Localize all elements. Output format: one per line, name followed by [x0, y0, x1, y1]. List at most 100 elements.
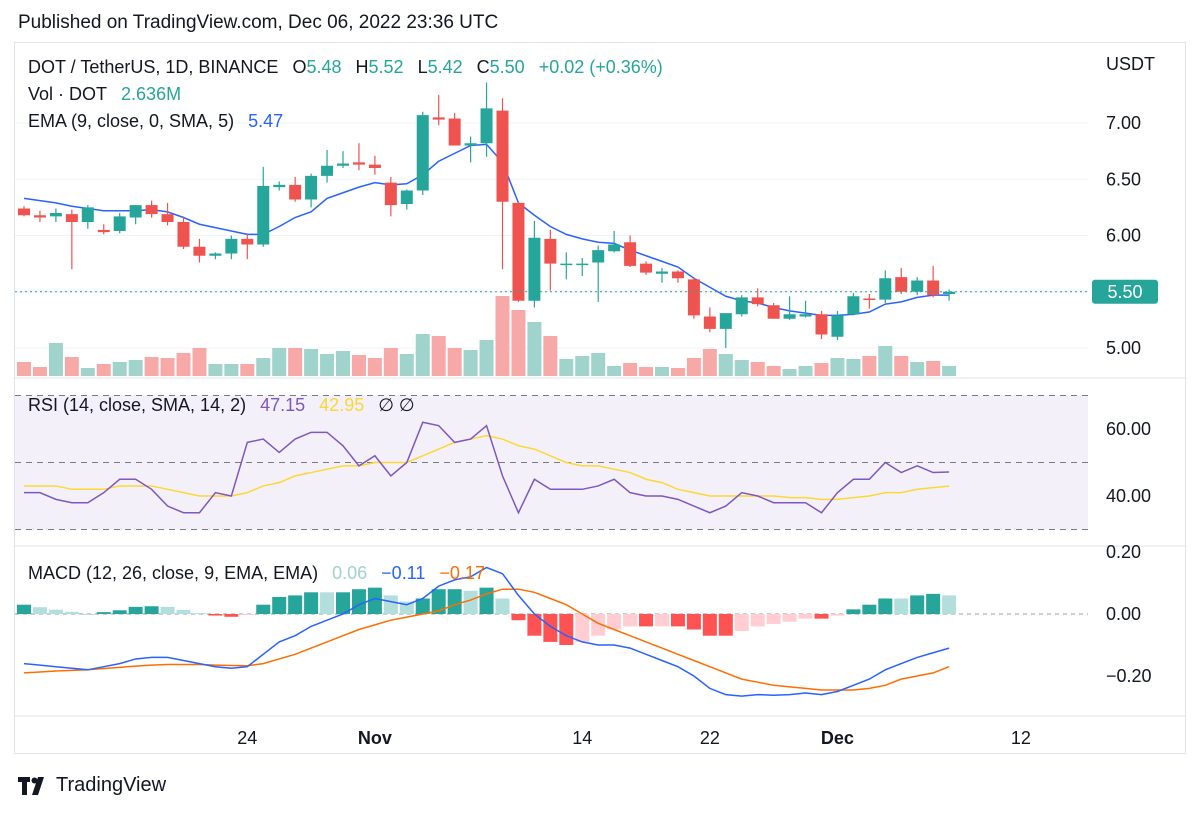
candle-body — [624, 242, 637, 266]
candle-body — [496, 110, 509, 202]
macd-histogram-bar — [591, 614, 606, 636]
macd-histogram-bar — [782, 614, 797, 622]
macd-line — [23, 566, 950, 697]
candle-body — [687, 279, 700, 316]
candle-body — [831, 315, 844, 337]
volume-bar — [511, 310, 526, 376]
volume-value: 2.636M — [121, 84, 182, 104]
macd-histogram-bar — [559, 614, 574, 645]
macd-histogram-bar — [256, 604, 271, 614]
macd-axis-tick: 0.00 — [1106, 604, 1141, 624]
volume-bar — [240, 364, 255, 376]
candle-body — [464, 143, 477, 146]
volume-bar — [447, 348, 462, 376]
macd-histogram-bar — [830, 614, 845, 616]
candle-body — [305, 175, 318, 200]
macd-histogram-bar — [734, 614, 749, 632]
macd-histogram-bar — [80, 614, 95, 615]
macd-histogram-bar — [639, 614, 654, 627]
macd-hist-value: 0.06 — [332, 563, 368, 583]
volume-bar — [766, 366, 781, 376]
candle-body — [241, 238, 254, 245]
volume-bar — [798, 366, 813, 376]
macd-histogram-bar — [96, 612, 111, 614]
candle-body — [544, 238, 557, 264]
macd-histogram-bar — [128, 606, 143, 614]
candle-body — [400, 190, 413, 204]
legend-ema: EMA (9, close, 0, SMA, 5) 5.47 — [28, 111, 283, 132]
volume-bar — [272, 348, 287, 376]
rsi-label[interactable]: RSI (14, close, SMA, 14, 2) — [28, 395, 247, 415]
rsi-ma-value: 42.95 — [319, 395, 365, 415]
macd-histogram-bar — [17, 604, 31, 614]
low-value: 5.42 — [427, 57, 463, 77]
volume-bar — [383, 348, 398, 376]
volume-bar — [479, 340, 494, 376]
close-value: 5.50 — [489, 57, 525, 77]
ema-label[interactable]: EMA (9, close, 0, SMA, 5) — [28, 111, 235, 131]
candle-body — [49, 213, 62, 217]
price-axis-tick: 5.00 — [1106, 338, 1141, 358]
volume-bar — [463, 350, 478, 376]
ema-value: 5.47 — [248, 111, 284, 131]
footer-brand-text: TradingView — [56, 774, 167, 796]
candle-body — [257, 186, 270, 245]
candle-body — [719, 313, 732, 329]
symbol-label[interactable]: DOT / TetherUS, 1D, BINANCE — [28, 57, 279, 77]
candle-body — [528, 237, 541, 301]
candle-body — [512, 202, 525, 301]
macd-histogram-bar — [686, 614, 701, 630]
macd-histogram-bar — [304, 592, 319, 614]
macd-histogram-bar — [926, 593, 941, 614]
volume-bar — [702, 349, 717, 376]
macd-histogram-bar — [702, 614, 717, 636]
macd-histogram-bar — [160, 606, 175, 614]
candle-body — [608, 244, 621, 252]
volume-bar — [575, 356, 590, 376]
tradingview-logo-icon — [18, 776, 44, 795]
volume-bar — [814, 363, 829, 376]
volume-label[interactable]: Vol · DOT — [28, 84, 108, 104]
macd-histogram-bar — [415, 598, 430, 614]
legend-volume: Vol · DOT 2.636M — [28, 84, 181, 105]
macd-histogram-bar — [575, 614, 590, 642]
volume-bar — [878, 346, 893, 376]
volume-bar — [926, 361, 941, 376]
rsi-line — [24, 421, 950, 515]
macd-histogram-bar — [176, 609, 191, 614]
price-axis-tick: 6.50 — [1106, 169, 1141, 189]
volume-bar — [750, 362, 765, 376]
candle-body — [943, 291, 956, 294]
volume-bar — [670, 368, 685, 376]
candle-body — [911, 280, 924, 292]
volume-bar — [128, 360, 143, 376]
macd-histogram-bar — [655, 614, 669, 627]
candle-body — [656, 271, 668, 274]
candle-body — [416, 115, 429, 191]
macd-histogram-bar — [288, 595, 303, 614]
candle-body — [289, 184, 302, 200]
candle-body — [193, 246, 206, 256]
macd-histogram-bar — [942, 595, 957, 614]
macd-label[interactable]: MACD (12, 26, close, 9, EMA, EMA) — [28, 563, 319, 583]
volume-bar — [910, 362, 925, 376]
volume-bar — [304, 349, 319, 376]
candle-body — [767, 305, 780, 319]
candle-body — [113, 216, 126, 231]
open-value: 5.48 — [306, 57, 342, 77]
volume-bar — [543, 336, 558, 376]
volume-bar — [623, 363, 638, 376]
price-axis-unit: USDT — [1106, 54, 1155, 74]
change-value: +0.02 (+0.36%) — [538, 57, 663, 77]
candle-body — [321, 165, 334, 176]
macd-histogram-bar — [112, 610, 127, 614]
volume-bar — [144, 357, 159, 376]
footer-brand[interactable]: TradingView — [18, 774, 166, 797]
candle-body — [847, 296, 860, 315]
macd-histogram-bar — [64, 611, 79, 614]
macd-histogram-bar — [383, 595, 398, 614]
candle-body — [81, 207, 94, 222]
volume-bar — [639, 367, 654, 376]
candle-body — [863, 298, 876, 300]
